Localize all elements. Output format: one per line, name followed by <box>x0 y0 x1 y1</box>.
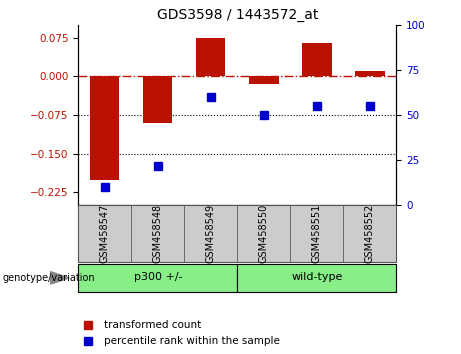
Bar <box>249 76 278 84</box>
Bar <box>196 38 225 76</box>
Text: GSM458552: GSM458552 <box>365 204 375 263</box>
Bar <box>131 205 184 262</box>
Text: transformed count: transformed count <box>104 320 201 330</box>
Text: GSM458547: GSM458547 <box>100 204 110 263</box>
Bar <box>90 76 119 179</box>
Bar <box>143 76 172 123</box>
Bar <box>78 205 131 262</box>
Text: percentile rank within the sample: percentile rank within the sample <box>104 336 280 346</box>
Bar <box>290 205 343 262</box>
Bar <box>237 263 396 292</box>
Text: p300 +/-: p300 +/- <box>134 272 182 282</box>
Polygon shape <box>51 272 69 284</box>
Bar <box>184 205 237 262</box>
Bar <box>237 205 290 262</box>
Bar <box>302 43 331 76</box>
Title: GDS3598 / 1443572_at: GDS3598 / 1443572_at <box>157 8 318 22</box>
Text: genotype/variation: genotype/variation <box>2 273 95 283</box>
Bar <box>343 205 396 262</box>
Bar <box>78 263 237 292</box>
Text: GSM458550: GSM458550 <box>259 204 269 263</box>
Text: wild-type: wild-type <box>291 272 343 282</box>
Text: GSM458548: GSM458548 <box>153 204 163 263</box>
Bar <box>355 71 384 76</box>
Text: GSM458551: GSM458551 <box>312 204 322 263</box>
Text: GSM458549: GSM458549 <box>206 204 216 263</box>
